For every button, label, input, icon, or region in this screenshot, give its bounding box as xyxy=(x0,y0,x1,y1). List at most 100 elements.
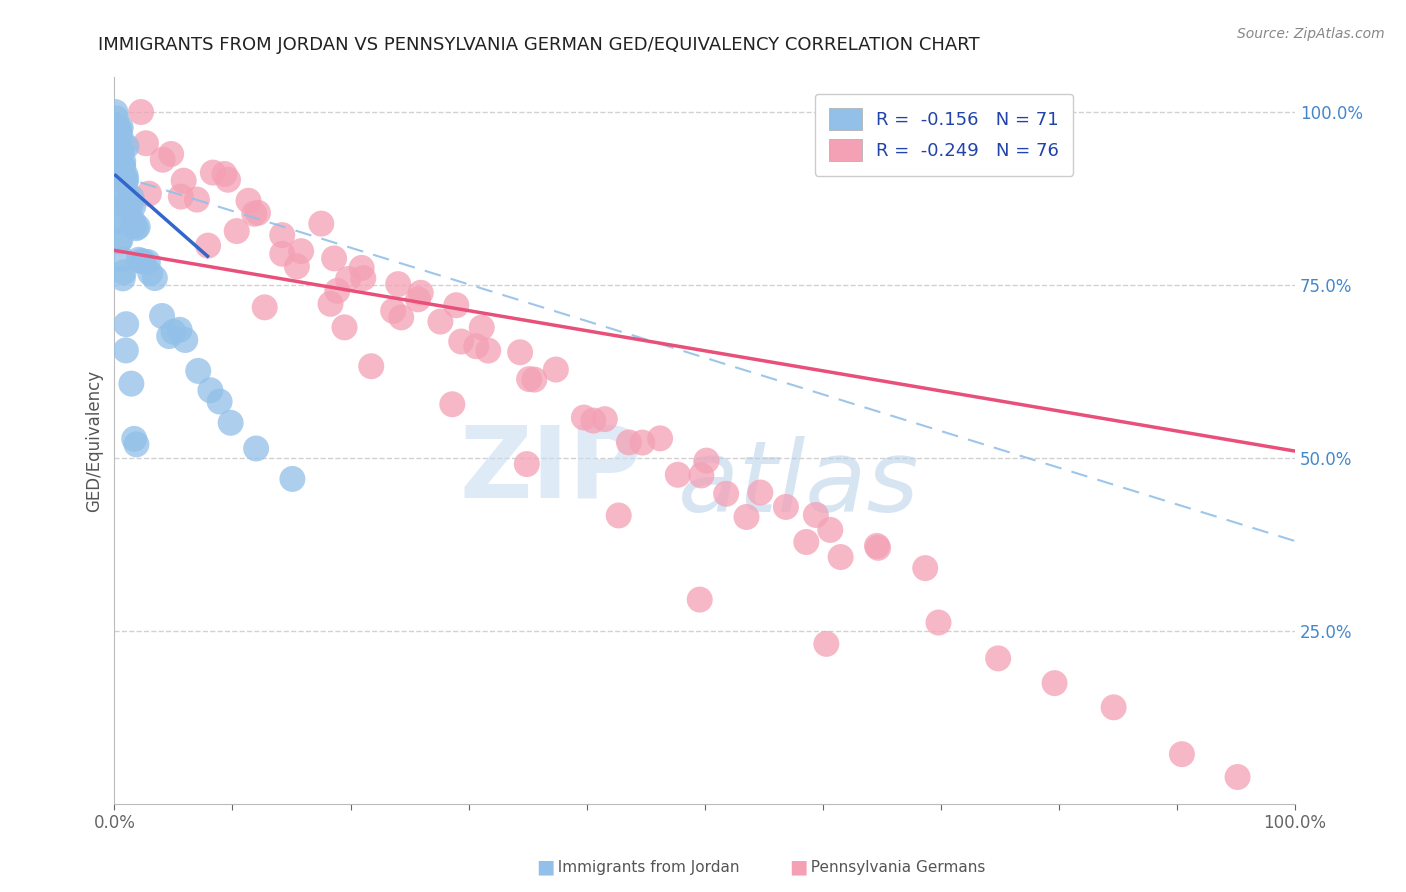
Point xyxy=(866,539,889,553)
Point xyxy=(108,235,131,249)
Point xyxy=(139,266,162,280)
Point xyxy=(174,333,197,347)
Point xyxy=(108,212,131,227)
Point xyxy=(465,339,488,353)
Point xyxy=(115,139,138,153)
Point xyxy=(238,194,260,208)
Point xyxy=(104,122,127,136)
Point xyxy=(387,277,409,292)
Point xyxy=(350,260,373,275)
Point xyxy=(749,485,772,500)
Point xyxy=(125,221,148,235)
Point xyxy=(127,219,149,234)
Point xyxy=(271,246,294,260)
Point xyxy=(389,310,412,325)
Point xyxy=(217,173,239,187)
Point xyxy=(107,142,129,156)
Point xyxy=(122,432,145,446)
Point xyxy=(517,372,540,386)
Point xyxy=(160,147,183,161)
Point xyxy=(333,320,356,334)
Point xyxy=(690,468,713,483)
Point xyxy=(509,345,531,359)
Point xyxy=(406,293,429,307)
Point xyxy=(118,195,141,210)
Point xyxy=(187,364,209,378)
Point xyxy=(162,325,184,339)
Point xyxy=(108,122,131,136)
Point xyxy=(326,284,349,298)
Point xyxy=(281,472,304,486)
Point xyxy=(471,320,494,334)
Point xyxy=(105,147,128,161)
Point xyxy=(122,215,145,229)
Point xyxy=(815,637,838,651)
Point xyxy=(868,541,890,555)
Point xyxy=(150,309,173,323)
Point xyxy=(104,105,127,120)
Point xyxy=(243,207,266,221)
Point xyxy=(104,214,127,228)
Point xyxy=(115,343,138,358)
Point xyxy=(914,561,936,575)
Point xyxy=(121,190,143,204)
Point xyxy=(735,510,758,524)
Point xyxy=(110,233,132,247)
Point xyxy=(214,167,236,181)
Point xyxy=(104,119,127,133)
Point xyxy=(319,297,342,311)
Point xyxy=(927,615,949,630)
Point xyxy=(285,260,308,274)
Point xyxy=(794,535,817,549)
Point xyxy=(631,435,654,450)
Point xyxy=(337,272,360,286)
Point xyxy=(245,442,267,456)
Point xyxy=(105,131,128,145)
Point xyxy=(208,394,231,409)
Point xyxy=(152,153,174,167)
Text: ZIP: ZIP xyxy=(460,421,643,518)
Point xyxy=(105,142,128,156)
Point xyxy=(173,174,195,188)
Point xyxy=(132,254,155,268)
Point xyxy=(111,144,134,158)
Point xyxy=(120,199,142,213)
Point xyxy=(441,397,464,411)
Point xyxy=(219,416,242,430)
Text: ■: ■ xyxy=(789,857,808,877)
Point xyxy=(225,224,247,238)
Point xyxy=(830,549,852,564)
Point xyxy=(115,172,138,186)
Text: Immigrants from Jordan: Immigrants from Jordan xyxy=(548,860,740,874)
Point xyxy=(477,343,499,358)
Point xyxy=(122,218,145,232)
Point xyxy=(200,384,222,398)
Point xyxy=(593,412,616,426)
Point xyxy=(112,159,135,173)
Point xyxy=(1102,700,1125,714)
Point xyxy=(197,238,219,252)
Point xyxy=(108,157,131,171)
Point xyxy=(572,410,595,425)
Point xyxy=(617,435,640,450)
Point xyxy=(112,173,135,187)
Point xyxy=(607,508,630,523)
Point xyxy=(135,136,157,151)
Point xyxy=(450,334,472,349)
Point xyxy=(271,228,294,243)
Point xyxy=(114,168,136,182)
Point xyxy=(290,244,312,259)
Point xyxy=(523,373,546,387)
Point xyxy=(820,523,842,537)
Point xyxy=(360,359,382,374)
Point xyxy=(446,298,468,312)
Point xyxy=(105,112,128,126)
Point xyxy=(107,130,129,145)
Point xyxy=(122,199,145,213)
Text: Pennsylvania Germans: Pennsylvania Germans xyxy=(801,860,986,874)
Point xyxy=(114,175,136,189)
Point xyxy=(429,315,451,329)
Point xyxy=(246,206,269,220)
Point xyxy=(253,301,276,315)
Point xyxy=(114,197,136,211)
